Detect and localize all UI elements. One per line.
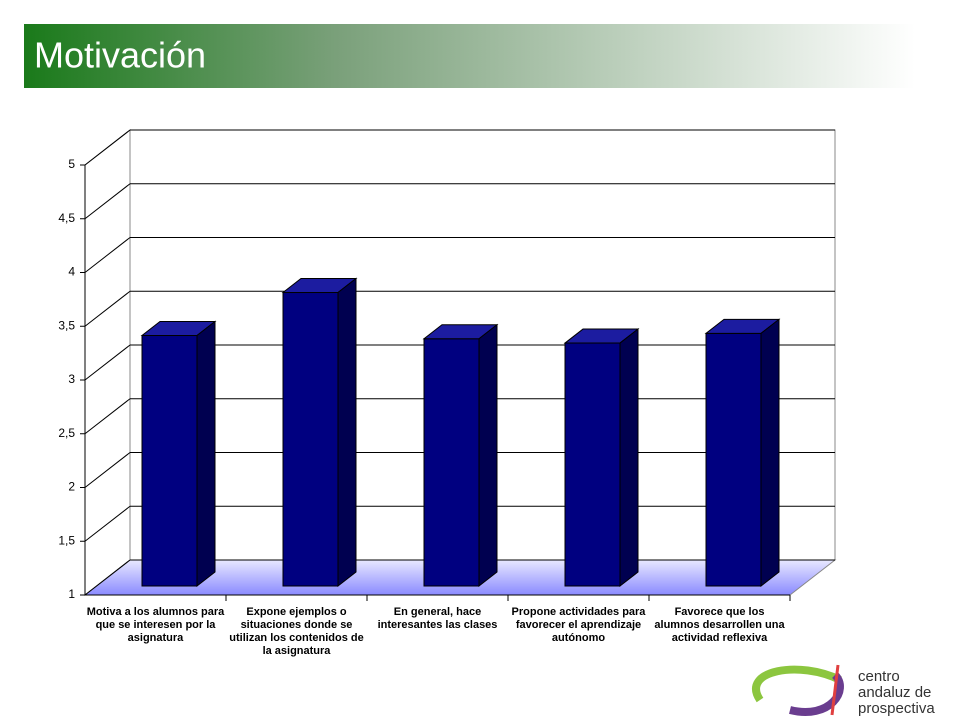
bar-side [619,328,639,588]
x-tick-label: Propone actividades para favorecer el ap… [511,606,646,644]
grid-line [84,290,131,327]
bar-side [337,277,357,588]
chart-title: Motivación [34,35,206,76]
bar-front [141,335,198,587]
bar-front [705,332,762,587]
bar-side [478,323,498,588]
bar-side [760,318,780,588]
y-tick-label: 2 [68,480,75,494]
logo-text: andaluz de [858,684,931,701]
y-tick-label: 4 [68,265,75,279]
grid-line [84,452,131,488]
x-tick-label: Favorece que los alumnos desarrollen una… [654,606,785,644]
grid-line [84,398,131,435]
x-tick-label: Motiva a los alumnos para que se interes… [86,606,225,644]
logo [752,664,844,716]
grid-line [84,237,131,273]
grid-line [84,344,131,381]
y-tick-label: 5 [68,157,75,171]
y-tick-label: 2,5 [58,426,75,440]
bar-side [196,320,216,588]
bar-front [423,338,480,587]
x-tick-label: En general, hace interesantes las clases [377,606,498,631]
y-tick-label: 3 [68,372,75,386]
logo-text: centro [858,668,900,685]
grid-line [84,505,131,542]
y-tick-label: 4,5 [58,211,75,225]
bar-front [564,342,621,587]
bar-front [282,292,339,587]
y-tick-label: 1,5 [58,533,75,547]
logo-text: prospectiva [858,700,935,717]
title-bar [24,24,915,88]
y-tick-label: 1 [68,587,75,601]
x-tick-label: Expone ejemplos o situaciones donde se u… [229,606,364,657]
grid-line [84,559,131,596]
y-tick-label: 3,5 [58,318,75,332]
grid-line [84,129,131,166]
grid-line [84,183,131,220]
